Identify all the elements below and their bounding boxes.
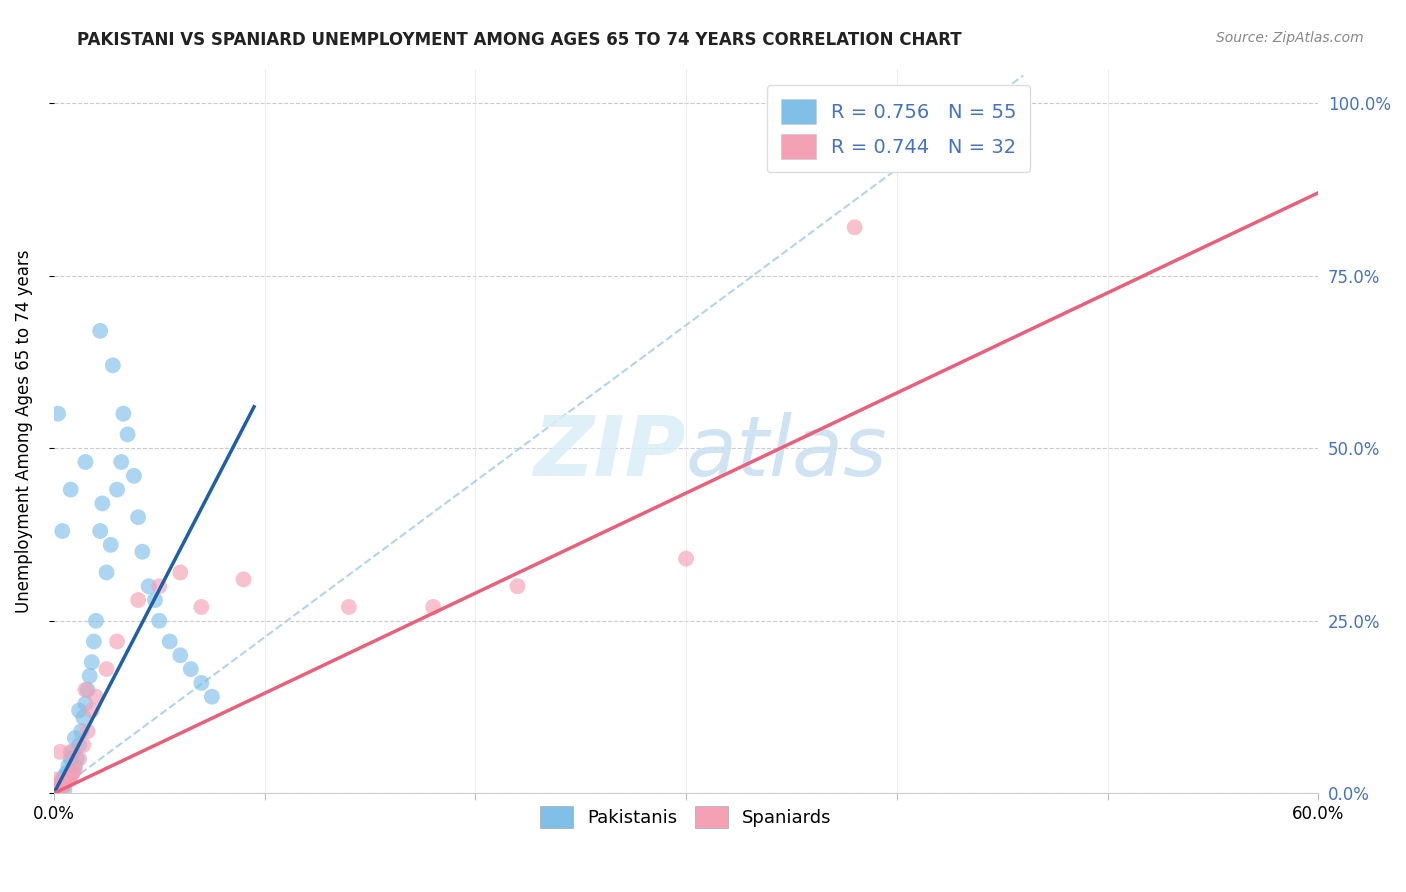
Point <box>45 783 67 797</box>
Point <box>59 752 82 766</box>
Point <box>506 579 529 593</box>
Point <box>169 648 191 663</box>
Point <box>844 220 866 235</box>
Point <box>110 455 132 469</box>
Point <box>72 738 94 752</box>
Point <box>76 724 98 739</box>
Point <box>96 566 118 580</box>
Point <box>63 762 86 776</box>
Legend: Pakistanis, Spaniards: Pakistanis, Spaniards <box>533 798 839 835</box>
Point <box>58 772 80 787</box>
Point <box>422 599 444 614</box>
Text: Source: ZipAtlas.com: Source: ZipAtlas.com <box>1216 31 1364 45</box>
Point <box>59 769 82 783</box>
Point <box>89 324 111 338</box>
Point <box>46 407 69 421</box>
Point <box>232 572 254 586</box>
Point <box>51 776 73 790</box>
Point <box>131 545 153 559</box>
Point <box>45 772 67 787</box>
Point <box>201 690 224 704</box>
Point <box>75 455 97 469</box>
Point <box>51 780 73 794</box>
Point <box>80 655 103 669</box>
Point <box>55 765 77 780</box>
Point <box>62 765 84 780</box>
Point <box>127 593 149 607</box>
Point <box>70 724 93 739</box>
Point <box>49 780 72 795</box>
Point <box>89 524 111 538</box>
Point <box>105 634 128 648</box>
Point <box>91 496 114 510</box>
Point <box>58 772 80 787</box>
Point <box>79 669 101 683</box>
Point <box>148 614 170 628</box>
Point <box>53 776 76 790</box>
Point <box>96 662 118 676</box>
Point <box>83 634 105 648</box>
Point <box>49 745 72 759</box>
Point <box>143 593 166 607</box>
Point <box>101 359 124 373</box>
Point <box>51 772 73 787</box>
Point <box>59 769 82 783</box>
Y-axis label: Unemployment Among Ages 65 to 74 years: Unemployment Among Ages 65 to 74 years <box>15 249 32 613</box>
Point <box>169 566 191 580</box>
Point <box>53 778 76 792</box>
Point <box>675 551 697 566</box>
Point <box>53 783 76 797</box>
Point <box>100 538 122 552</box>
Point <box>84 690 107 704</box>
Point <box>138 579 160 593</box>
Point <box>55 773 77 788</box>
Point <box>112 407 135 421</box>
Point <box>180 662 202 676</box>
Point <box>76 682 98 697</box>
Point <box>122 468 145 483</box>
Point <box>63 758 86 772</box>
Point <box>75 697 97 711</box>
Point <box>63 731 86 745</box>
Point <box>75 682 97 697</box>
Point <box>67 704 90 718</box>
Point <box>45 783 67 797</box>
Point <box>51 524 73 538</box>
Text: PAKISTANI VS SPANIARD UNEMPLOYMENT AMONG AGES 65 TO 74 YEARS CORRELATION CHART: PAKISTANI VS SPANIARD UNEMPLOYMENT AMONG… <box>77 31 962 49</box>
Point <box>127 510 149 524</box>
Point <box>67 738 90 752</box>
Point <box>190 599 212 614</box>
Point <box>46 784 69 798</box>
Point <box>62 745 84 759</box>
Point <box>159 634 181 648</box>
Point <box>117 427 139 442</box>
Text: ZIP: ZIP <box>533 412 686 493</box>
Point <box>67 752 90 766</box>
Point <box>58 758 80 772</box>
Point <box>105 483 128 497</box>
Text: atlas: atlas <box>686 412 887 493</box>
Point <box>72 710 94 724</box>
Point <box>59 745 82 759</box>
Point <box>59 483 82 497</box>
Point <box>190 676 212 690</box>
Point <box>337 599 360 614</box>
Point <box>84 614 107 628</box>
Point <box>148 579 170 593</box>
Point <box>66 752 89 766</box>
Point <box>46 780 69 794</box>
Point <box>62 765 84 780</box>
Point <box>53 769 76 783</box>
Point <box>55 773 77 788</box>
Point <box>1012 96 1035 111</box>
Point <box>49 780 72 795</box>
Point <box>80 704 103 718</box>
Point <box>49 776 72 790</box>
